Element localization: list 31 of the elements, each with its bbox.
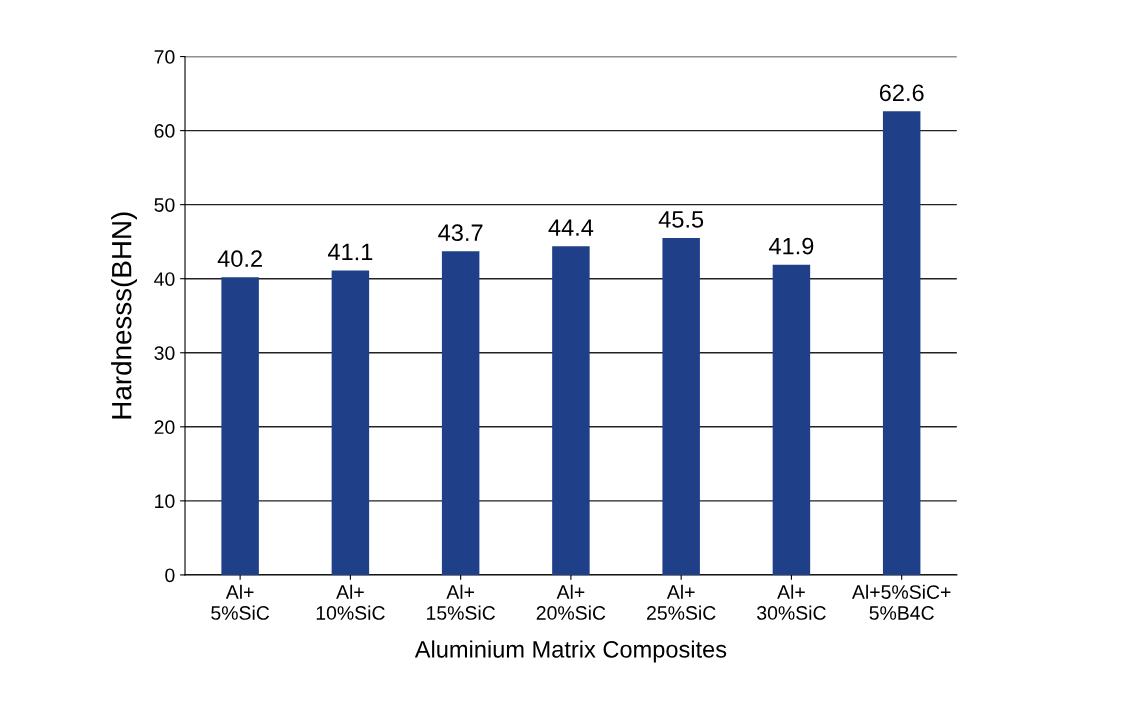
y-tick-label: 60: [154, 124, 175, 138]
bar: [331, 270, 370, 575]
y-tick-label: 0: [165, 568, 175, 583]
data-label: 41.9: [768, 237, 814, 255]
data-label: 41.1: [327, 243, 373, 261]
x-tick-label: Al+ 20%SiC: [536, 584, 606, 620]
x-axis-title: Aluminium Matrix Composites: [414, 640, 727, 663]
y-tick-label: 30: [154, 346, 175, 360]
bar: [882, 111, 921, 575]
data-label: 45.5: [658, 211, 704, 228]
data-label: 40.2: [217, 250, 262, 268]
bar: [552, 246, 590, 575]
x-tick-label: Al+5%SiC+ 5%B4C: [852, 584, 951, 620]
y-tick-label: 50: [154, 198, 175, 212]
y-tick-label: 40: [154, 272, 175, 286]
bar: [772, 264, 811, 575]
y-axis-title: Hardnesss(BHN): [111, 212, 137, 419]
y-tick-label: 20: [154, 420, 175, 435]
y-tick-label: 10: [155, 494, 175, 509]
bar: [662, 237, 700, 575]
x-tick-label: Al+ 25%SiC: [647, 584, 716, 620]
x-tick-label: Al+ 30%SiC: [757, 584, 826, 620]
x-tick-label: Al+ 15%SiC: [427, 584, 496, 620]
data-label: 62.6: [879, 84, 924, 102]
y-tick-label: 70: [154, 50, 175, 64]
bar: [221, 277, 259, 575]
x-tick-label: Al+ 10%SiC: [316, 584, 385, 620]
bar: [441, 251, 480, 575]
data-label: 43.7: [438, 224, 483, 242]
x-tick-label: Al+ 5%SiC: [211, 584, 270, 620]
data-label: 44.4: [548, 219, 594, 236]
